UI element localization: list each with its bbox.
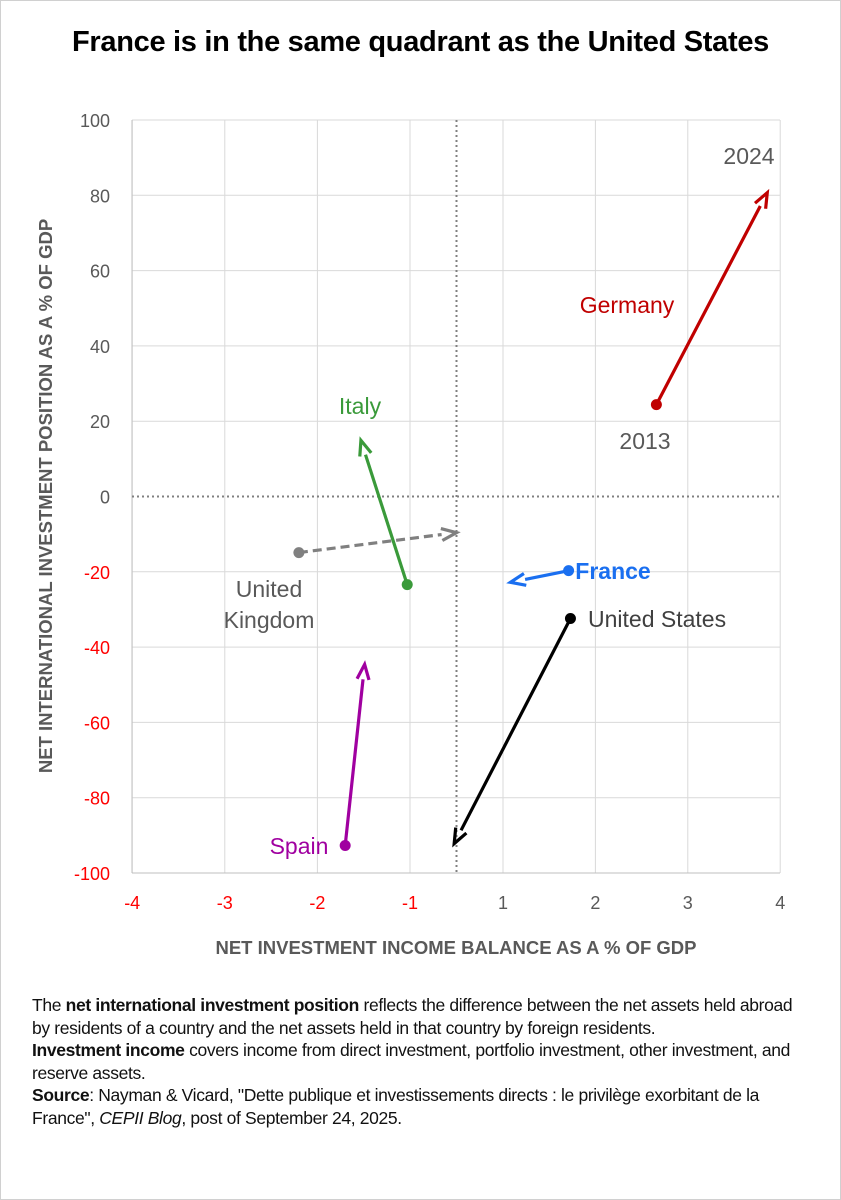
note-nip: The net international investment positio… [32,994,841,1017]
end-year-label: 2024 [723,143,774,169]
note-text: by residents of a country and the net as… [32,1017,656,1038]
start-point [564,612,576,624]
series-label: United States [588,606,726,632]
y-tick-label: 20 [90,412,110,432]
arrow-shaft [524,569,569,581]
gridlines [131,119,781,874]
series-label-line: United [236,576,302,602]
y-tick-label: 80 [90,186,110,206]
series-label: Italy [339,393,382,419]
x-axis-label: NET INVESTMENT INCOME BALANCE AS A % OF … [215,937,696,958]
blog-name: CEPII Blog [99,1107,182,1128]
y-tick-label: 0 [100,488,110,508]
y-tick-label: -100 [74,864,110,884]
arrow-head [506,572,527,587]
note-text: France", [32,1107,100,1128]
start-point [293,547,305,559]
x-tick-label: 4 [775,893,785,913]
note-text: The [32,995,66,1015]
start-point [563,565,575,577]
note-bold: net international investment position [65,995,360,1015]
x-tick-label: 1 [498,893,508,913]
x-tick-label: -4 [124,893,140,913]
arrow-head [358,436,373,457]
arrow-spain [339,660,371,852]
note-text: reflects the difference between the net … [358,995,793,1015]
x-tick-label: -3 [217,893,233,913]
arrow-head [440,527,461,542]
note-source: Source: Nayman & Vicard, "Dette publique… [32,1084,841,1107]
chart-title: France is in the same quadrant as the Un… [71,26,769,58]
arrow-head [355,660,371,681]
y-tick-label: -80 [84,789,110,809]
note-text: : Nayman & Vicard, "Dette publique et in… [89,1085,760,1105]
arrow-france [506,565,575,587]
arrow-shaft [363,454,409,586]
x-tick-label: 3 [683,893,693,913]
start-point [401,579,413,591]
note-text: , post of September 24, 2025. [181,1107,402,1128]
notes: The net international investment positio… [32,994,841,1129]
note-source-2: France", CEPII Blog, post of September 2… [32,1107,841,1130]
y-tick-label: 100 [80,111,110,131]
y-tick-label: -20 [84,563,110,583]
y-tick-label: -60 [84,713,110,733]
y-tick-label: 60 [90,262,110,282]
series-labels: Germany Italy United Kingdom France United St… [224,143,775,859]
start-year-label: 2013 [619,428,670,454]
x-tick-label: -2 [309,893,325,913]
arrow-united-kingdom [293,527,461,559]
y-tick-label: 40 [90,337,110,357]
note-income: Investment income covers income from dir… [32,1039,841,1062]
arrow-shaft [298,532,442,555]
start-point [339,840,351,852]
scatter-chart: -4 -3 -2 -1 1 2 3 4 100 80 60 40 20 0 -20 -40 -60 -80 -100… [35,111,785,958]
arrow-italy [358,436,413,591]
note-bold: Investment income [32,1040,185,1060]
arrow-head [753,188,770,209]
arrow-united-states [452,612,576,848]
note-bold: Source [32,1085,90,1105]
arrow-shaft [343,679,365,846]
start-point [650,399,662,411]
x-tick-label: -1 [402,893,418,913]
series-label: France [575,558,650,584]
series-label: United Kingdom [224,576,315,633]
y-tick-label: -40 [84,638,110,658]
series-label: Germany [580,292,675,318]
y-axis-label: NET INTERNATIONAL INVESTMENT POSITION AS… [35,219,56,773]
x-tick-label: 2 [590,893,600,913]
note-text: covers income from direct investment, po… [184,1040,791,1060]
series-label-line: Kingdom [224,607,315,633]
arrows [293,188,770,852]
arrow-shaft [459,617,572,832]
note-text: reserve assets. [32,1062,146,1083]
arrow-germany [650,188,770,411]
tick-labels: -4 -3 -2 -1 1 2 3 4 100 80 60 40 20 0 -20 -40 -60 -80 -100 [74,111,785,913]
arrow-shaft [654,205,762,406]
arrow-head [452,827,468,848]
series-label: Spain [270,833,329,859]
